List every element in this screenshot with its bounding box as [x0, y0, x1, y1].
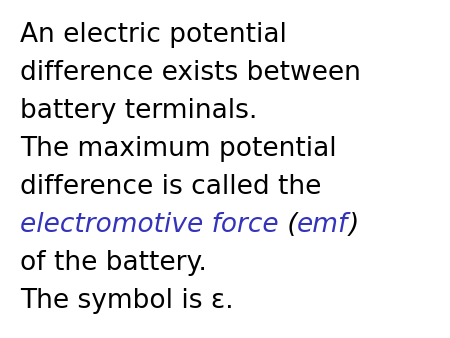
Text: of the battery.: of the battery. [20, 250, 207, 276]
Text: The symbol is ε.: The symbol is ε. [20, 288, 234, 314]
Text: battery terminals.: battery terminals. [20, 98, 257, 124]
Text: (: ( [279, 212, 297, 238]
Text: emf: emf [297, 212, 348, 238]
Text: difference is called the: difference is called the [20, 174, 321, 200]
Text: The maximum potential: The maximum potential [20, 136, 337, 162]
Text: ): ) [348, 212, 359, 238]
Text: electromotive force: electromotive force [20, 212, 279, 238]
Text: difference exists between: difference exists between [20, 60, 361, 86]
Text: An electric potential: An electric potential [20, 22, 287, 48]
